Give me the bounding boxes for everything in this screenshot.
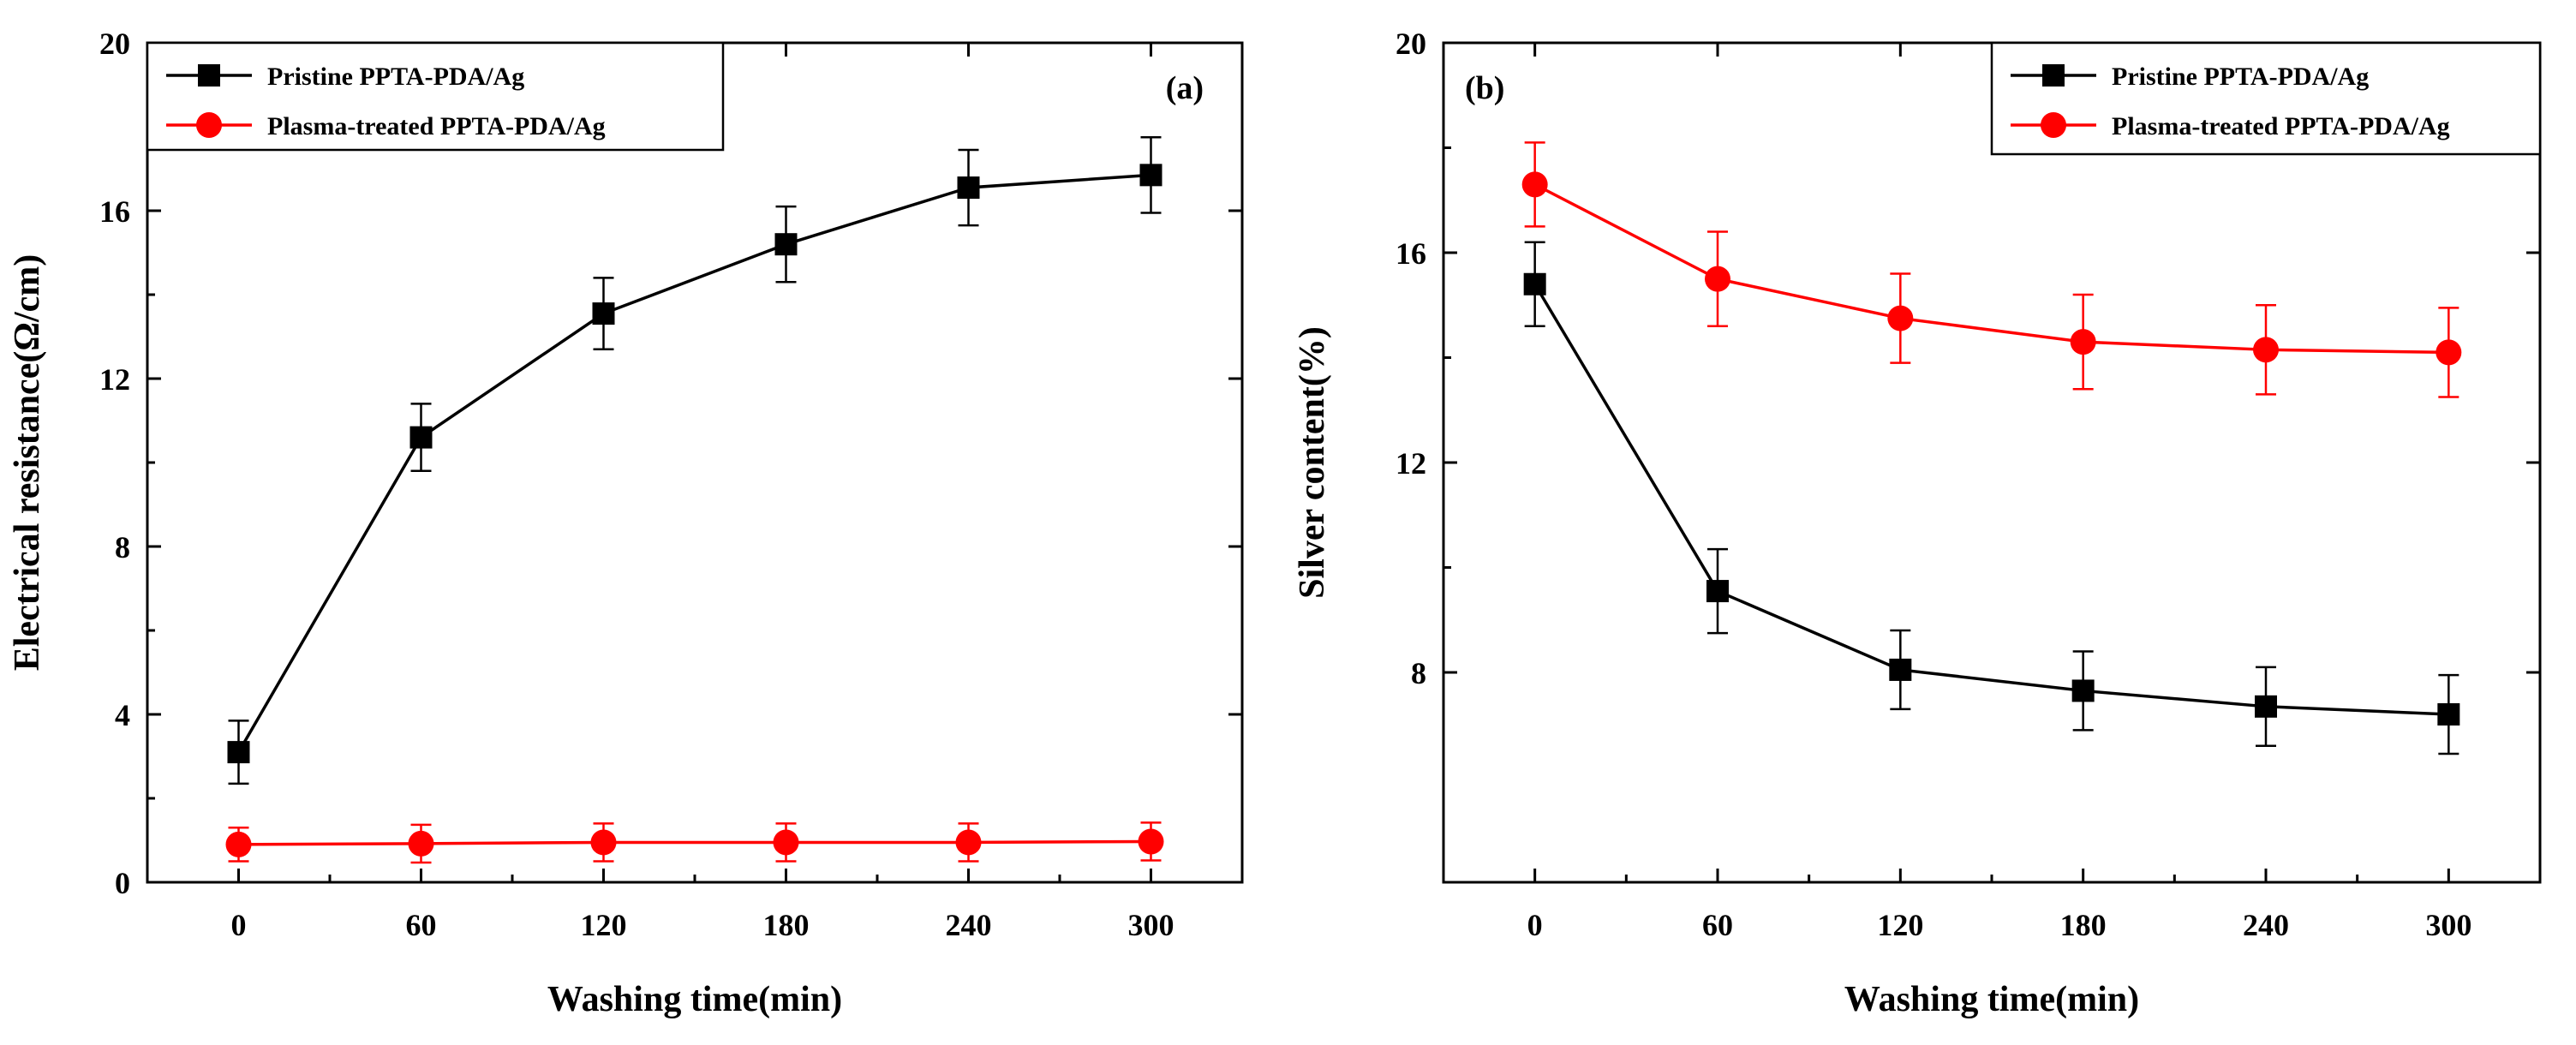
x-tick-label: 240 xyxy=(2243,908,2289,942)
y-axis-title: Silver content(%) xyxy=(1293,326,1332,599)
x-tick-label: 300 xyxy=(2425,908,2471,942)
x-tick-label: 0 xyxy=(231,908,247,942)
data-point-square xyxy=(1706,580,1729,603)
y-tick-label: 16 xyxy=(1396,236,1426,271)
legend-label: Pristine PPTA-PDA/Ag xyxy=(2112,63,2369,91)
data-point-square xyxy=(957,176,980,200)
series-line xyxy=(238,839,1151,846)
legend-marker-circle xyxy=(2041,112,2066,138)
x-tick-label: 180 xyxy=(763,908,810,942)
data-point-square xyxy=(2255,695,2277,718)
legend-marker-square xyxy=(198,64,220,87)
series-line xyxy=(1533,182,2449,355)
legend-marker-circle xyxy=(196,112,222,138)
data-point-square xyxy=(1889,658,1912,681)
plot-frame xyxy=(146,41,1244,884)
plot-frame xyxy=(1442,41,2542,884)
data-point-circle xyxy=(2070,329,2096,355)
legend-label: Plasma-treated PPTA-PDA/Ag xyxy=(267,112,606,140)
legend-marker-square xyxy=(2042,64,2065,87)
y-tick-label: 12 xyxy=(1396,446,1426,481)
x-tick-label: 60 xyxy=(406,908,437,942)
data-point-circle xyxy=(955,829,982,856)
data-point-square xyxy=(592,302,615,325)
y-tick-label: 0 xyxy=(115,866,130,900)
data-point-square xyxy=(2437,703,2460,726)
data-point-circle xyxy=(408,830,434,857)
data-point-circle xyxy=(773,829,799,856)
data-point-circle xyxy=(1521,171,1548,198)
data-point-circle xyxy=(1887,305,1914,331)
panel-label: (b) xyxy=(1465,70,1504,106)
legend-box xyxy=(146,41,725,152)
data-point-circle xyxy=(590,829,617,856)
data-point-circle xyxy=(2253,337,2279,363)
data-point-square xyxy=(1139,164,1162,187)
data-point-square xyxy=(227,741,250,764)
x-axis-title: Washing time(min) xyxy=(1844,980,2139,1019)
y-tick-label: 4 xyxy=(115,698,130,732)
legend-label: Pristine PPTA-PDA/Ag xyxy=(267,63,524,91)
legend-label: Plasma-treated PPTA-PDA/Ag xyxy=(2112,112,2450,140)
y-tick-label: 20 xyxy=(99,27,130,61)
x-tick-label: 180 xyxy=(2060,908,2107,942)
y-tick-label: 20 xyxy=(1396,27,1426,61)
y-tick-label: 12 xyxy=(99,362,130,397)
y-tick-label: 8 xyxy=(1411,656,1426,690)
y-axis-title: Electrical resistance(Ω/cm) xyxy=(8,254,47,672)
data-point-circle xyxy=(1138,828,1164,855)
x-axis-title: Washing time(min) xyxy=(547,980,842,1019)
x-tick-label: 0 xyxy=(1527,908,1543,942)
chart-panel-a: 0 60 120 180 240 300 0 4 8 12 16 20 Washing time(min… xyxy=(8,27,1244,1019)
x-tick-label: 300 xyxy=(1128,908,1174,942)
data-point-square xyxy=(2071,679,2095,702)
x-tick-label: 60 xyxy=(1702,908,1733,942)
chart-panel-b: 0 60 120 180 240 300 8 12 16 20 Washing time(min) S… xyxy=(1293,27,2542,1019)
x-tick-label: 120 xyxy=(581,908,627,942)
data-point-square xyxy=(1523,272,1546,296)
data-point-circle xyxy=(225,831,252,857)
x-tick-label: 120 xyxy=(1877,908,1923,942)
legend-box xyxy=(1990,41,2542,156)
y-tick-label: 8 xyxy=(115,530,130,564)
series-line xyxy=(1533,283,2449,716)
x-tick-label: 240 xyxy=(946,908,992,942)
y-tick-label: 16 xyxy=(99,194,130,229)
data-point-square xyxy=(409,426,433,449)
series-line xyxy=(236,173,1151,753)
data-point-square xyxy=(774,233,798,256)
data-point-circle xyxy=(1705,266,1730,292)
data-point-circle xyxy=(2436,339,2462,366)
panel-label: (a) xyxy=(1166,70,1204,106)
